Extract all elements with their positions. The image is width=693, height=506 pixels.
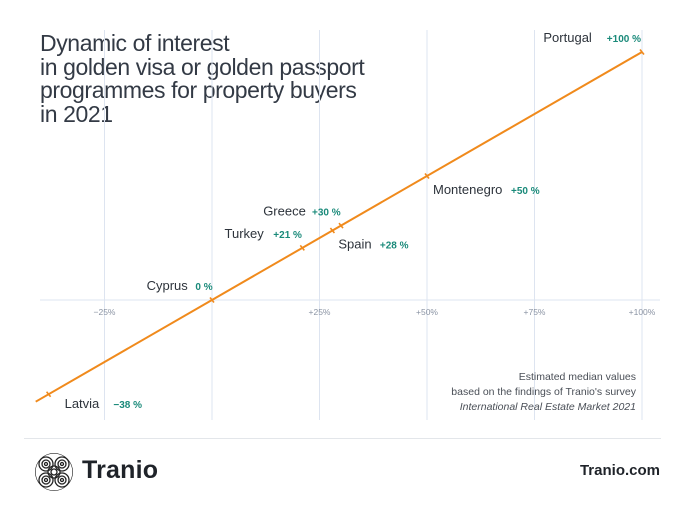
x-tick-label: +100% [629, 307, 656, 317]
point-label-value: +21 % [273, 230, 302, 241]
title-line: in golden visa or golden passport [40, 53, 365, 80]
footer-divider [24, 438, 661, 439]
chart-title: Dynamic of interest in golden visa or go… [40, 30, 420, 127]
point-label-value: +28 % [380, 241, 409, 252]
brand-name: Tranio [82, 456, 159, 484]
point-label-country: Portugal [543, 30, 592, 45]
data-point [329, 227, 336, 234]
x-tick-label: +25% [309, 307, 331, 317]
data-point [639, 49, 645, 55]
data-point [299, 244, 305, 251]
point-label-value: −38 % [113, 400, 142, 411]
point-label-country: Montenegro [433, 182, 502, 197]
title-line: programmes for property buyers [40, 77, 357, 103]
title-line: in 2021 [40, 100, 113, 127]
point-label-value: +50 % [511, 186, 540, 197]
point-label-value: 0 % [195, 282, 212, 293]
x-tick-label: +75% [524, 307, 546, 317]
x-tick-label: −25% [94, 307, 116, 317]
point-label-country: Greece [263, 204, 306, 219]
data-point [424, 173, 430, 179]
point-label-country: Spain [338, 237, 371, 252]
data-point [45, 391, 52, 398]
note-line-survey: International Real Estate Market 2021 [459, 401, 636, 413]
data-point [209, 297, 215, 303]
point-label-value: +100 % [607, 34, 641, 45]
data-point [338, 222, 344, 229]
point-label-country: Turkey [225, 226, 265, 241]
point-label-country: Latvia [65, 396, 100, 411]
tranio-logo-icon [35, 453, 73, 491]
site-link[interactable]: Tranio.com [579, 462, 660, 479]
title-line: Dynamic of interest [40, 30, 230, 56]
point-label-country: Cyprus [147, 278, 189, 293]
note-line: Estimated median values [518, 371, 636, 383]
note-line: based on the findings of Tranio's survey [451, 386, 636, 398]
point-label-value: +30 % [312, 208, 341, 219]
trend-line [35, 51, 643, 403]
x-tick-label: +50% [416, 307, 438, 317]
source-note: Estimated median values based on the fin… [451, 370, 636, 415]
